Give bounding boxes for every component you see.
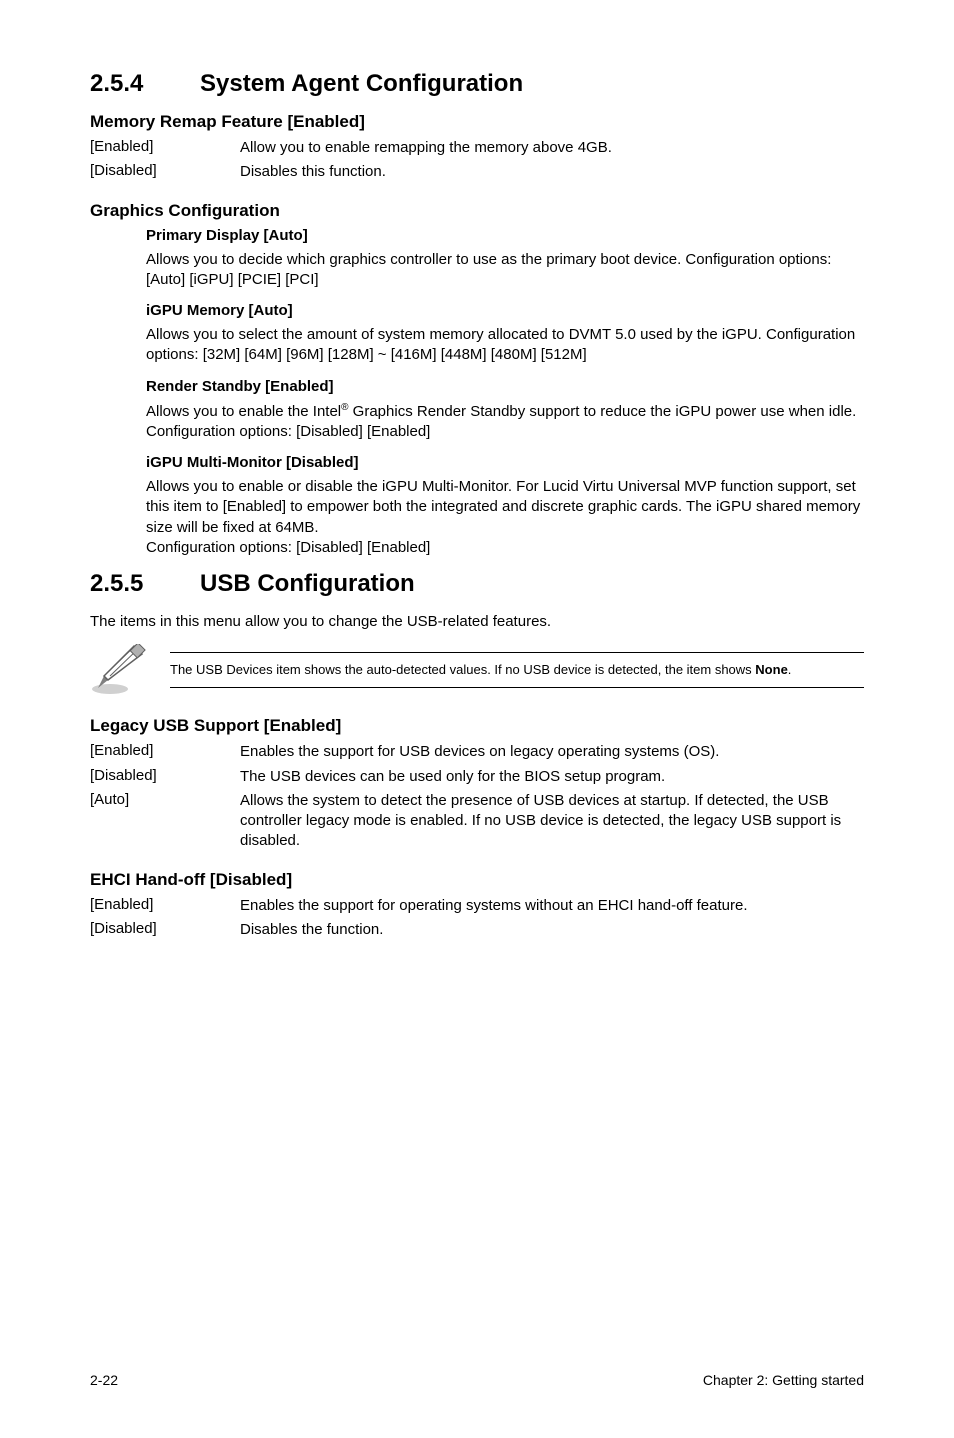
page-footer: 2-22 Chapter 2: Getting started [90,1372,864,1388]
definition-desc: Enables the support for operating system… [240,896,748,916]
subsubheading-igpu-memory: iGPU Memory [Auto] [146,302,864,319]
definition-term: [Disabled] [90,767,240,787]
definition-desc: Disables the function. [240,920,383,940]
definition-desc: Allows the system to detect the presence… [240,791,864,852]
definition-row: [Enabled] Enables the support for operat… [90,896,864,916]
definition-row: [Auto] Allows the system to detect the p… [90,791,864,852]
definition-term: [Enabled] [90,138,240,158]
definition-term: [Disabled] [90,920,240,940]
subheading-memory-remap: Memory Remap Feature [Enabled] [90,112,864,132]
definition-term: [Disabled] [90,162,240,182]
note-bold: None [755,662,788,677]
definition-row: [Disabled] The USB devices can be used o… [90,767,864,787]
subheading-graphics-config: Graphics Configuration [90,201,864,221]
page-number: 2-22 [90,1372,118,1388]
subheading-legacy-usb: Legacy USB Support [Enabled] [90,716,864,736]
subsubheading-igpu-multi: iGPU Multi-Monitor [Disabled] [146,454,864,471]
definition-term: [Auto] [90,791,240,852]
body-text: Allows you to select the amount of syste… [146,325,864,366]
definition-row: [Enabled] Allow you to enable remapping … [90,138,864,158]
section-heading-255: 2.5.5USB Configuration [90,570,864,598]
definition-desc: Enables the support for USB devices on l… [240,742,719,762]
body-text: Allows you to decide which graphics cont… [146,250,864,291]
subsubheading-primary-display: Primary Display [Auto] [146,227,864,244]
note-post: . [788,662,792,677]
section-title: USB Configuration [200,570,415,597]
definition-row: [Disabled] Disables this function. [90,162,864,182]
section-title: System Agent Configuration [200,70,523,97]
definition-term: [Enabled] [90,742,240,762]
registered-mark: ® [341,402,348,413]
definition-desc: Allow you to enable remapping the memory… [240,138,612,158]
section-heading-254: 2.5.4System Agent Configuration [90,70,864,98]
definition-desc: Disables this function. [240,162,386,182]
definition-term: [Enabled] [90,896,240,916]
body-text: Allows you to enable or disable the iGPU… [146,477,864,558]
intro-text: The items in this menu allow you to chan… [90,612,864,632]
pencil-icon [90,644,150,696]
note-text: The USB Devices item shows the auto-dete… [170,652,864,688]
note-pre: The USB Devices item shows the auto-dete… [170,662,755,677]
subheading-ehci: EHCI Hand-off [Disabled] [90,870,864,890]
note-callout: The USB Devices item shows the auto-dete… [90,644,864,696]
chapter-label: Chapter 2: Getting started [703,1372,864,1388]
section-number: 2.5.5 [90,570,200,598]
subsubheading-render-standby: Render Standby [Enabled] [146,378,864,395]
text-pre: Allows you to enable the Intel [146,403,341,420]
section-number: 2.5.4 [90,70,200,98]
body-text: Allows you to enable the Intel® Graphics… [146,401,864,443]
definition-row: [Disabled] Disables the function. [90,920,864,940]
definition-row: [Enabled] Enables the support for USB de… [90,742,864,762]
definition-desc: The USB devices can be used only for the… [240,767,665,787]
